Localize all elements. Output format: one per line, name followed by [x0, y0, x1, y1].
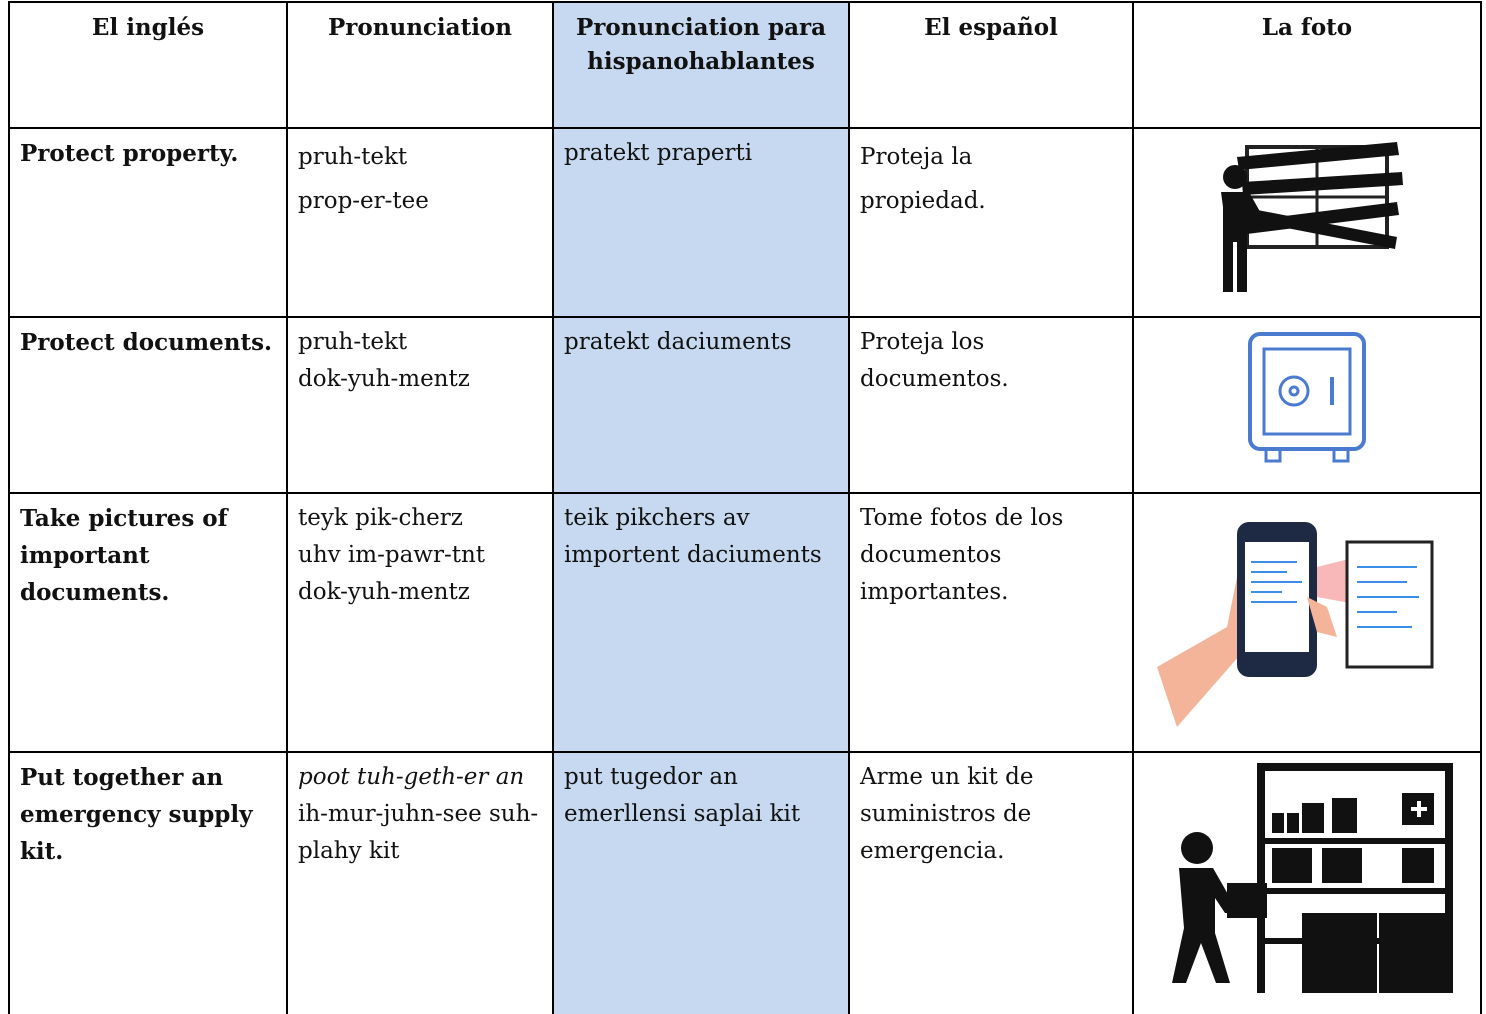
table-cell: Protect property. — [8, 127, 288, 318]
cell-text: prop-er-tee — [298, 188, 429, 214]
vocabulary-table: El inglés Pronunciation Pronunciation para… — [8, 1, 1482, 1014]
header-cell: Pronunciation — [286, 1, 554, 129]
table-row: Protect property. pruh-tekt prop-er-tee pra… — [8, 127, 1482, 318]
header-cell: El español — [848, 1, 1134, 129]
table-cell: pruh-tekt prop-er-tee — [286, 127, 554, 318]
cell-text: Tome fotos de los documentos importantes… — [860, 505, 1064, 605]
table-cell: poot tuh-geth-er an ih-mur-juhn-see suh-p… — [286, 751, 554, 1014]
cell-text: Take pictures of important documents. — [20, 505, 228, 606]
cell-text: poot tuh-geth-er an — [298, 764, 525, 790]
table-row: Take pictures of important documents. tey… — [8, 492, 1482, 753]
cell-text: pruh-tekt — [298, 144, 408, 170]
header-cell: La foto — [1132, 1, 1482, 129]
cell-text: Put together an emergency supply kit. — [20, 764, 253, 865]
table-cell: pratekt daciuments — [552, 316, 850, 494]
photo-cell — [1132, 492, 1482, 753]
table-row: Protect documents. pruh-tekt dok-yuh-mentz… — [8, 316, 1482, 494]
icon — [1248, 332, 1366, 463]
cell-text: put tugedor an emerllensi saplai kit — [564, 764, 801, 827]
table-cell: Proteja los documentos. — [848, 316, 1134, 494]
table-cell: Tome fotos de los documentos importantes… — [848, 492, 1134, 753]
cell-text: dok-yuh-mentz — [298, 579, 470, 605]
cell-text: Arme un kit de suministros de emergencia… — [860, 764, 1034, 864]
icon — [1157, 521, 1434, 727]
cell-text: dok-yuh-mentz — [298, 366, 470, 392]
cell-text: Protect documents. — [20, 329, 273, 356]
table-cell: teyk pik-cherz uhv im-pawr-tnt dok-yuh-men… — [286, 492, 554, 753]
cell-text: pruh-tekt — [298, 329, 408, 355]
table-cell: Protect documents. — [8, 316, 288, 494]
cell-text: uhv im-pawr-tnt — [298, 542, 486, 568]
table-row: Put together an emergency supply kit. poo… — [8, 751, 1482, 1014]
photo-cell — [1132, 127, 1482, 318]
table-cell: Take pictures of important documents. — [8, 492, 288, 753]
icon — [1221, 141, 1403, 292]
photo-cell — [1132, 316, 1482, 494]
cell-text: ih-mur-juhn-see suh-plahy kit — [298, 801, 539, 864]
header-cell: El inglés — [8, 1, 288, 129]
table-cell: Proteja la propiedad. — [848, 127, 1134, 318]
table-cell: pratekt praperti — [552, 127, 850, 318]
icon — [1172, 762, 1453, 993]
table-cell: Arme un kit de suministros de emergencia… — [848, 751, 1134, 1014]
cell-text: propiedad. — [860, 188, 986, 214]
table-cell: put tugedor an emerllensi saplai kit — [552, 751, 850, 1014]
cell-text: pratekt daciuments — [564, 329, 792, 355]
header-row: El inglés Pronunciation Pronunciation para… — [8, 1, 1482, 129]
header-cell: Pronunciation para hispanohablantes — [552, 1, 850, 129]
cell-text: Proteja la — [860, 144, 973, 170]
cell-text: Proteja los documentos. — [860, 329, 1009, 392]
table-cell: Put together an emergency supply kit. — [8, 751, 288, 1014]
cell-text: pratekt praperti — [564, 140, 753, 166]
cell-text: teyk pik-cherz — [298, 505, 463, 531]
photo-cell — [1132, 751, 1482, 1014]
cell-text: Protect property. — [20, 140, 239, 167]
table-cell: teik pikchers av importent daciuments — [552, 492, 850, 753]
cell-text: teik pikchers av importent daciuments — [564, 505, 822, 568]
table-cell: pruh-tekt dok-yuh-mentz — [286, 316, 554, 494]
